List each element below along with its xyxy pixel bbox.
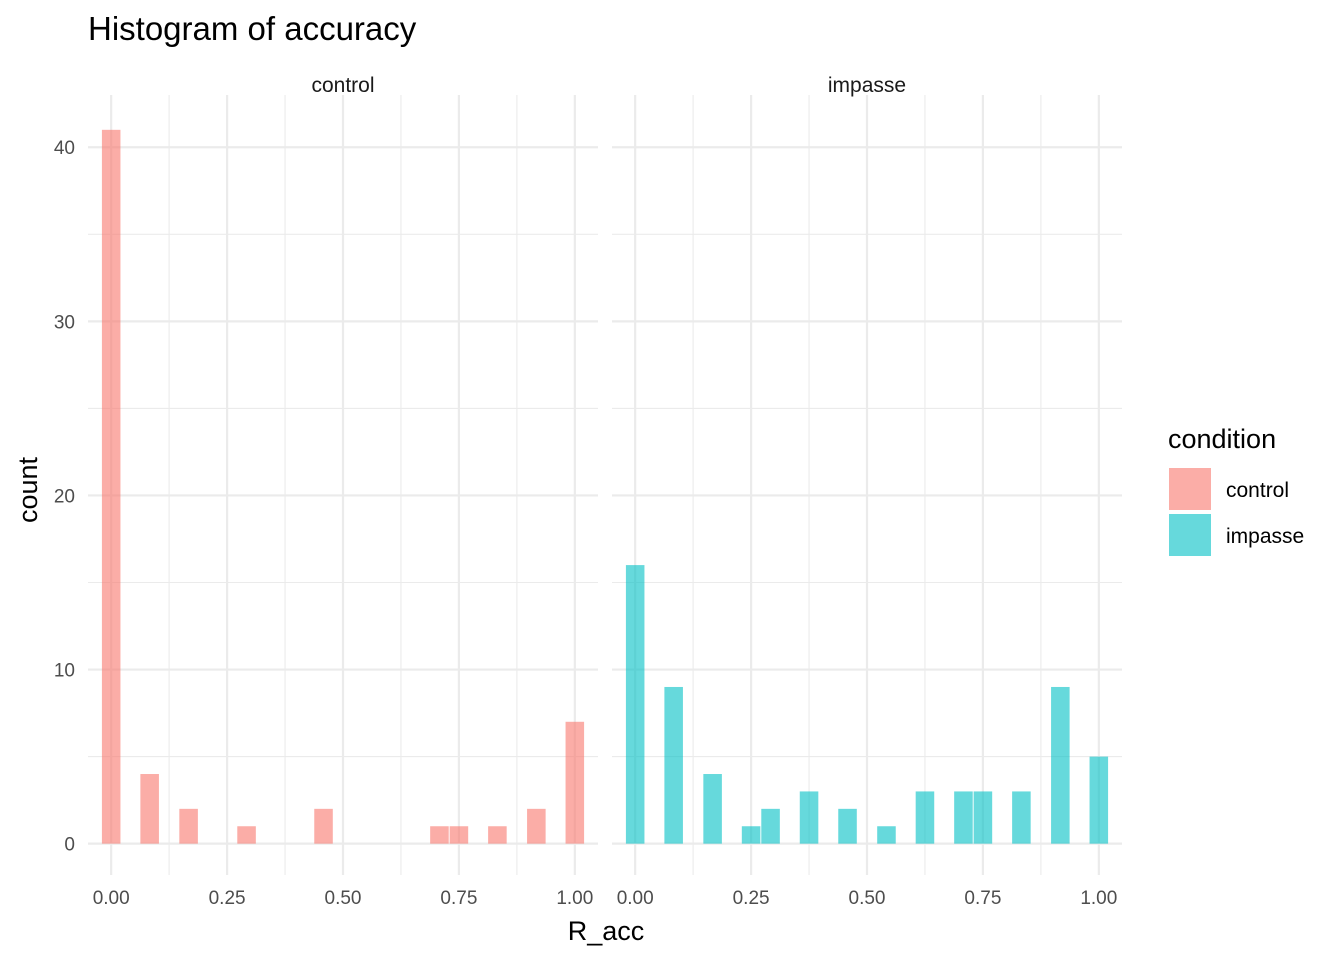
- y-tick-label: 40: [54, 138, 75, 159]
- bar-control: [179, 808, 198, 844]
- facet-panels: control 0.00 0.25 0.50 0.75 1.00 0 10 20 30 40 impa…: [54, 74, 1122, 909]
- bar-impasse: [838, 808, 857, 844]
- x-tick-label: 1.00: [1080, 888, 1117, 909]
- x-axis-title: R_acc: [568, 916, 645, 946]
- bar-impasse: [664, 686, 683, 844]
- bar-impasse: [703, 774, 722, 844]
- bar-impasse: [625, 565, 645, 844]
- bar-control: [101, 129, 121, 844]
- bar-control: [237, 826, 256, 844]
- legend-label-impasse: impasse: [1226, 525, 1304, 548]
- x-tick-label: 0.75: [440, 888, 477, 909]
- x-tick-label: 0.50: [325, 888, 362, 909]
- x-tick-label: 0.50: [849, 888, 886, 909]
- legend: condition control impasse: [1168, 424, 1304, 556]
- y-tick-label: 30: [54, 312, 75, 333]
- panel-control: control 0.00 0.25 0.50 0.75 1.00 0 10 20 30 40: [54, 74, 598, 909]
- y-tick-label: 0: [64, 835, 75, 856]
- strip-label-impasse: impasse: [828, 74, 906, 97]
- chart-title: Histogram of accuracy: [88, 10, 417, 47]
- bar-control: [449, 826, 469, 844]
- strip-label-control: control: [311, 74, 374, 97]
- legend-key-impasse: [1169, 514, 1211, 556]
- bar-control: [527, 808, 546, 844]
- bar-impasse: [1089, 756, 1109, 844]
- x-tick-label: 0.00: [617, 888, 654, 909]
- panel-impasse: impasse 0.00 0.25 0.50 0.75 1.00: [612, 74, 1122, 909]
- bar-impasse: [1051, 686, 1070, 844]
- bar-impasse: [741, 826, 761, 844]
- x-tick-label: 0.25: [733, 888, 770, 909]
- x-tick-label: 0.25: [209, 888, 246, 909]
- bar-control: [314, 808, 333, 844]
- bar-impasse: [761, 808, 780, 844]
- y-axis-title: count: [13, 456, 43, 523]
- x-tick-label: 1.00: [556, 888, 593, 909]
- legend-key-control: [1169, 468, 1211, 510]
- legend-title: condition: [1168, 424, 1276, 454]
- bar-impasse: [954, 791, 973, 844]
- bar-control: [565, 721, 585, 844]
- bar-control: [430, 826, 449, 844]
- bar-impasse: [1012, 791, 1031, 844]
- bar-impasse: [877, 826, 896, 844]
- y-tick-label: 10: [54, 661, 75, 682]
- bar-control: [488, 826, 507, 844]
- legend-label-control: control: [1226, 479, 1289, 502]
- bar-impasse: [973, 791, 993, 844]
- x-tick-label: 0.75: [964, 888, 1001, 909]
- x-tick-label: 0.00: [93, 888, 130, 909]
- bar-impasse: [915, 791, 935, 844]
- y-tick-label: 20: [54, 486, 75, 507]
- bar-control: [140, 774, 159, 844]
- bar-impasse: [799, 791, 819, 844]
